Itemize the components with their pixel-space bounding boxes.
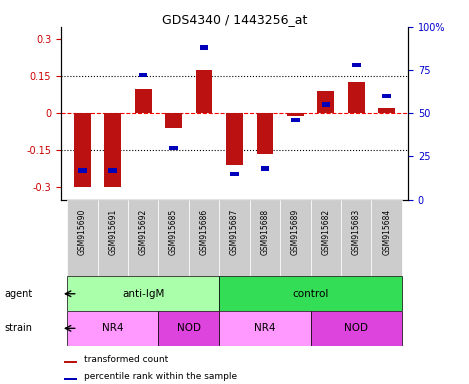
Bar <box>378 108 395 113</box>
Text: percentile rank within the sample: percentile rank within the sample <box>83 372 237 381</box>
Bar <box>98 200 128 276</box>
Bar <box>219 200 250 276</box>
Text: control: control <box>293 289 329 299</box>
Text: GSM915682: GSM915682 <box>321 209 330 255</box>
Bar <box>128 200 159 276</box>
Bar <box>219 311 310 346</box>
Bar <box>104 113 121 187</box>
Bar <box>139 73 147 78</box>
Bar <box>287 113 304 116</box>
Bar <box>250 200 280 276</box>
Bar <box>348 83 364 113</box>
Bar <box>169 146 178 150</box>
Text: GSM915691: GSM915691 <box>108 209 117 255</box>
Text: GSM915692: GSM915692 <box>139 209 148 255</box>
Text: GSM915688: GSM915688 <box>260 209 270 255</box>
Bar <box>159 200 189 276</box>
Bar <box>310 311 402 346</box>
Bar <box>219 276 402 311</box>
Bar <box>67 200 98 276</box>
Bar <box>280 200 310 276</box>
Bar <box>352 63 361 67</box>
Text: strain: strain <box>5 323 33 333</box>
Bar <box>196 70 212 113</box>
Text: GSM915689: GSM915689 <box>291 209 300 255</box>
Text: NOD: NOD <box>344 323 368 333</box>
Bar <box>310 200 341 276</box>
Bar <box>135 89 151 113</box>
Text: GSM915686: GSM915686 <box>199 209 209 255</box>
Text: NR4: NR4 <box>102 323 123 333</box>
Bar <box>341 200 371 276</box>
Bar <box>230 172 239 176</box>
Bar <box>322 103 330 107</box>
Bar <box>257 113 273 154</box>
Bar <box>165 113 182 128</box>
Text: agent: agent <box>5 289 33 299</box>
Text: transformed count: transformed count <box>83 354 168 364</box>
Text: anti-IgM: anti-IgM <box>122 289 164 299</box>
Text: GSM915687: GSM915687 <box>230 209 239 255</box>
Bar <box>64 378 76 380</box>
Bar <box>200 45 208 50</box>
Bar <box>159 311 219 346</box>
Text: NR4: NR4 <box>254 323 276 333</box>
Bar <box>318 91 334 113</box>
Text: GSM915690: GSM915690 <box>78 209 87 255</box>
Bar <box>189 200 219 276</box>
Text: NOD: NOD <box>177 323 201 333</box>
Bar <box>226 113 243 165</box>
Bar <box>64 361 76 363</box>
Bar <box>74 113 91 187</box>
Bar <box>382 94 391 98</box>
Text: GSM915684: GSM915684 <box>382 209 391 255</box>
Bar <box>371 200 402 276</box>
Bar <box>67 276 219 311</box>
Bar <box>108 168 117 172</box>
Bar <box>291 118 300 122</box>
Bar <box>67 311 159 346</box>
Bar <box>78 168 87 172</box>
Text: GSM915683: GSM915683 <box>352 209 361 255</box>
Bar <box>261 166 269 171</box>
Title: GDS4340 / 1443256_at: GDS4340 / 1443256_at <box>162 13 307 26</box>
Text: GSM915685: GSM915685 <box>169 209 178 255</box>
